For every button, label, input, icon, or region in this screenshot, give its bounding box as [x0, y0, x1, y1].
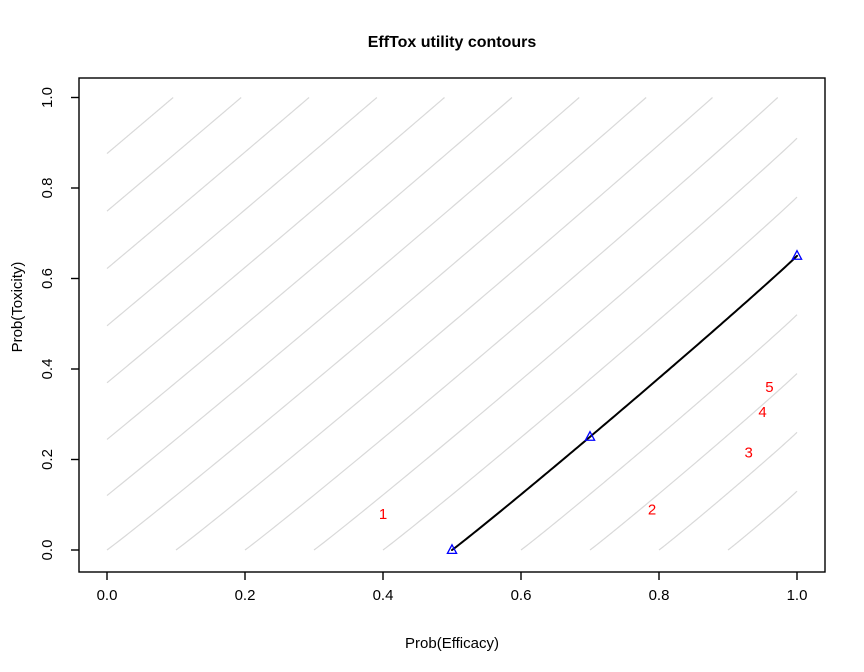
- utility-contour-line: [106, 97, 242, 212]
- dose-labels: 1 2 3 4 5: [379, 379, 774, 523]
- utility-contour-line: [727, 490, 798, 551]
- y-tick-label: 0.0: [39, 540, 56, 561]
- neutral-utility-contour: [451, 254, 798, 551]
- dose-label: 4: [758, 404, 766, 421]
- plot-box: [78, 77, 826, 573]
- utility-contour-line: [175, 97, 713, 551]
- y-tick-label: 0.2: [39, 449, 56, 470]
- utility-contour-line: [382, 196, 798, 551]
- y-tick-label: 0.4: [39, 359, 56, 380]
- utility-contour-line: [106, 97, 445, 384]
- utility-contour-line: [106, 97, 174, 155]
- utility-contour-line: [589, 373, 798, 551]
- y-tick-label: 1.0: [39, 87, 56, 108]
- x-tick-label: 0.0: [97, 587, 118, 604]
- y-tick-label: 0.6: [39, 268, 56, 289]
- y-tick-label: 0.8: [39, 178, 56, 199]
- plot-box-border: [78, 77, 826, 573]
- dose-label: 2: [648, 501, 656, 518]
- x-tick-label: 0.2: [235, 587, 256, 604]
- utility-contour-line: [244, 97, 779, 551]
- x-tick-label: 0.6: [511, 587, 532, 604]
- hinge-triangle-marker: [584, 430, 596, 441]
- utility-contour-line: [106, 97, 513, 440]
- utility-contour-line: [313, 137, 798, 551]
- dose-label: 3: [745, 445, 753, 462]
- hinge-triangle-marker: [791, 249, 803, 260]
- hinge-point-markers: [446, 249, 803, 555]
- x-tick-label: 0.4: [373, 587, 394, 604]
- utility-contour-lines: [106, 97, 798, 551]
- hinge-triangle-marker: [446, 543, 458, 555]
- dose-label: 1: [379, 506, 387, 523]
- utility-contour-line: [520, 314, 798, 551]
- utility-contour-line: [106, 97, 647, 551]
- utility-contour-line: [106, 97, 310, 269]
- x-axis-label: Prob(Efficacy): [405, 635, 499, 652]
- dose-label: 5: [765, 379, 773, 396]
- x-tick-label: 0.8: [649, 587, 670, 604]
- utility-contour-line: [106, 97, 378, 327]
- axes: 0.0 0.2 0.4 0.6 0.8 1.0 0.0 0.2 0.4 0.6 0.8 1.0: [39, 87, 807, 604]
- plot-title: EffTox utility contours: [368, 34, 537, 51]
- utility-contour-line: [658, 431, 798, 551]
- neutral-contour-line: [451, 254, 798, 551]
- utility-contour-line: [106, 97, 580, 497]
- x-tick-label: 1.0: [787, 587, 808, 604]
- y-axis-label: Prob(Toxicity): [9, 262, 26, 353]
